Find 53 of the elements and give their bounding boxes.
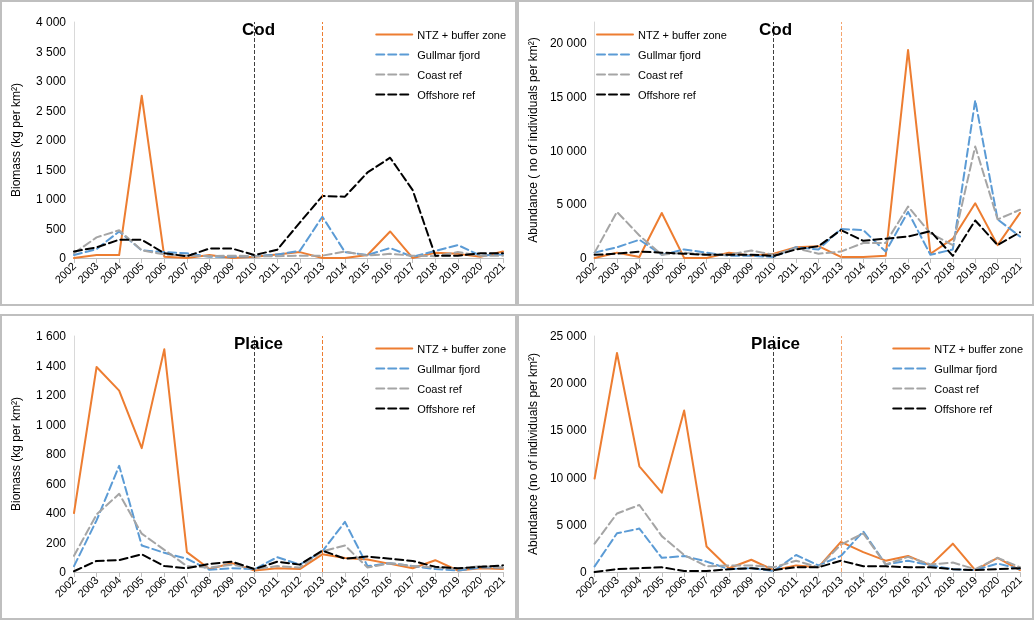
y-tick-label: 1 600 xyxy=(35,329,67,343)
y-tick-label: 0 xyxy=(579,251,587,265)
y-tick-label: 2 500 xyxy=(35,103,67,118)
y-tick-label: 10 000 xyxy=(549,143,587,158)
y-tick-label: 200 xyxy=(45,535,67,550)
y-tick-label: 5 000 xyxy=(556,517,587,532)
y-tick-label: 500 xyxy=(45,221,67,236)
y-axis-title: Biomass (kg per km²) xyxy=(9,82,23,198)
y-axis-title: Abundance ( no of individuals per km²) xyxy=(526,37,540,243)
legend-label: Coast ref xyxy=(934,382,980,395)
y-tick-label: 600 xyxy=(45,476,67,491)
y-tick-label: 800 xyxy=(45,447,67,461)
y-tick-label: 20 000 xyxy=(549,376,587,391)
y-tick-label: 20 000 xyxy=(549,36,587,51)
y-tick-label: 2 000 xyxy=(35,133,67,147)
legend-label: Gullmar fjord xyxy=(638,48,701,61)
chart-title: Plaice xyxy=(233,334,284,353)
legend-label: NTZ + buffer zone xyxy=(638,28,727,41)
chart-title: Plaice xyxy=(750,334,801,353)
y-tick-label: 1 200 xyxy=(35,388,67,402)
y-tick-label: 15 000 xyxy=(549,90,587,105)
chart-title: Cod xyxy=(241,20,276,39)
y-tick-label: 1 000 xyxy=(35,417,67,432)
y-axis-title: Abundance (no of individuals per km²) xyxy=(526,352,540,556)
legend-label: Offshore ref xyxy=(934,402,994,415)
legend-label: Gullmar fjord xyxy=(417,362,481,375)
legend-label: Offshore ref xyxy=(638,88,697,101)
legend-label: Coast ref xyxy=(417,382,463,395)
y-tick-label: 15 000 xyxy=(549,423,587,438)
legend-label: Gullmar fjord xyxy=(934,362,998,375)
y-tick-label: 1 000 xyxy=(35,192,67,206)
y-tick-label: 5 000 xyxy=(556,197,587,212)
legend-label: Gullmar fjord xyxy=(417,48,481,61)
legend-label: NTZ + buffer zone xyxy=(417,342,507,355)
y-tick-label: 3 000 xyxy=(35,74,67,88)
legend-label: Offshore ref xyxy=(417,88,477,101)
y-axis-title: Biomass (kg per km²) xyxy=(9,396,23,512)
y-tick-label: 3 500 xyxy=(35,44,67,59)
y-tick-label: 400 xyxy=(45,506,67,520)
y-tick-label: 0 xyxy=(59,565,67,579)
y-tick-label: 25 000 xyxy=(549,329,587,343)
y-tick-label: 4 000 xyxy=(35,15,67,29)
y-tick-label: 0 xyxy=(579,565,587,579)
y-tick-label: 0 xyxy=(59,251,67,265)
y-tick-label: 10 000 xyxy=(549,470,587,485)
legend-label: NTZ + buffer zone xyxy=(417,28,507,41)
chart-title: Cod xyxy=(758,20,793,39)
legend-label: Offshore ref xyxy=(417,402,477,415)
y-tick-label: 1 400 xyxy=(35,358,67,373)
legend-label: NTZ + buffer zone xyxy=(934,342,1024,355)
legend-label: Coast ref xyxy=(417,68,463,81)
y-tick-label: 1 500 xyxy=(35,162,67,177)
legend-label: Coast ref xyxy=(638,68,684,81)
